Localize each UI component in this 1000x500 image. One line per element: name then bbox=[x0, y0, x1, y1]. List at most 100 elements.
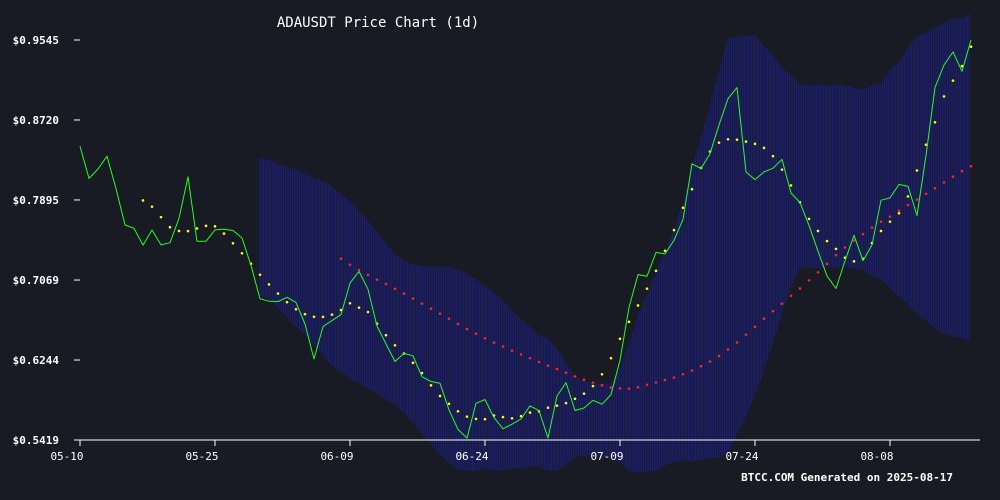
ma-long-point bbox=[843, 246, 847, 249]
ma-short-point bbox=[834, 247, 838, 251]
ma-short-point bbox=[213, 225, 217, 228]
ma-long-point bbox=[339, 257, 343, 260]
bollinger-band-layer bbox=[259, 14, 970, 473]
ma-long-point bbox=[771, 309, 775, 313]
ma-long-point bbox=[501, 345, 505, 348]
ma-long-point bbox=[762, 317, 766, 321]
ma-long-point bbox=[465, 327, 469, 331]
ma-long-point bbox=[861, 232, 865, 236]
ma-long-point bbox=[888, 215, 892, 218]
ma-short-point bbox=[222, 232, 226, 235]
ma-short-point bbox=[159, 215, 163, 219]
y-tick-label: $0.6244 bbox=[13, 354, 60, 367]
ma-long-point bbox=[942, 181, 946, 184]
ma-short-point bbox=[762, 146, 766, 150]
ma-short-point bbox=[573, 397, 577, 401]
ma-long-point bbox=[546, 364, 550, 367]
ma-short-point bbox=[168, 225, 172, 229]
ma-long-point bbox=[672, 376, 676, 379]
ma-long-point bbox=[573, 375, 577, 378]
ma-short-point bbox=[852, 260, 856, 263]
ma-short-point bbox=[735, 138, 739, 141]
price-line bbox=[79, 39, 972, 439]
ma-short-point bbox=[195, 227, 199, 230]
ma-short-point bbox=[672, 228, 676, 232]
ma-short-point bbox=[294, 307, 298, 311]
ma-short-point bbox=[456, 410, 460, 413]
ma-short-point bbox=[312, 315, 316, 319]
ma-short-point bbox=[591, 384, 595, 388]
ma-short-point bbox=[915, 169, 919, 172]
ma-long-point bbox=[366, 273, 370, 277]
ma-short-point bbox=[888, 220, 892, 223]
ma-short-point bbox=[393, 343, 397, 347]
ma-short-point bbox=[240, 251, 244, 255]
ma-short-point bbox=[150, 205, 154, 208]
x-tick-label: 07-24 bbox=[725, 450, 758, 463]
ma-short-point bbox=[582, 392, 586, 395]
ma-long-point bbox=[807, 279, 811, 282]
ma-short-point bbox=[285, 300, 289, 304]
ma-long-point bbox=[915, 198, 919, 201]
x-tick-label: 06-24 bbox=[455, 450, 488, 463]
ma-short-point bbox=[636, 304, 640, 307]
ma-short-point bbox=[348, 302, 352, 305]
ma-long-point bbox=[744, 333, 748, 336]
ma-long-point bbox=[753, 325, 757, 329]
ma-long-point bbox=[375, 278, 379, 281]
ma-short-point bbox=[825, 239, 829, 243]
ma-short-point bbox=[267, 283, 271, 286]
ma-long-point bbox=[618, 387, 622, 390]
ma-long-point bbox=[591, 381, 595, 384]
ma-short-point bbox=[726, 137, 730, 141]
ma-long-point bbox=[780, 302, 784, 305]
ma-short-point bbox=[231, 241, 235, 245]
ma-short-point bbox=[933, 121, 937, 124]
ma-short-point bbox=[528, 411, 532, 414]
ma-long-point bbox=[879, 220, 883, 223]
ma-long-point bbox=[582, 378, 586, 381]
ma-long-point bbox=[600, 383, 604, 387]
ma-short-point bbox=[789, 184, 793, 187]
ma-short-point bbox=[969, 45, 973, 48]
ma-short-point bbox=[663, 249, 667, 253]
ma-long-point bbox=[564, 371, 568, 375]
ma-short-point bbox=[564, 401, 568, 405]
ma-short-point bbox=[303, 312, 307, 316]
ma-long-point bbox=[483, 337, 487, 340]
ma-short-point bbox=[951, 79, 955, 82]
ma-long-point bbox=[798, 287, 802, 290]
ma-long-point bbox=[519, 353, 523, 356]
ma-long-point bbox=[681, 372, 685, 376]
ma-long-point bbox=[969, 164, 973, 168]
ma-long-point bbox=[933, 187, 937, 190]
ma-short-point bbox=[897, 211, 901, 215]
ma-long-point bbox=[663, 378, 667, 382]
x-tick-label: 06-09 bbox=[320, 450, 353, 463]
ma-short-point bbox=[924, 143, 928, 147]
ma-long-point bbox=[654, 381, 658, 384]
series-layer bbox=[79, 39, 973, 439]
ma-short-point bbox=[546, 406, 550, 410]
ma-short-point bbox=[447, 402, 451, 406]
ma-short-point bbox=[483, 417, 487, 421]
ma-short-point bbox=[429, 384, 433, 387]
ma-short-point bbox=[654, 269, 658, 273]
ma-short-point bbox=[879, 229, 883, 233]
ma-long-point bbox=[429, 307, 433, 310]
ma-short-point bbox=[366, 310, 370, 314]
ma-long-point bbox=[789, 294, 793, 298]
ma-short-point bbox=[411, 361, 415, 365]
ma-short-point bbox=[474, 417, 478, 421]
ma-long-point bbox=[447, 317, 451, 321]
ma-long-point bbox=[960, 169, 964, 173]
ma-short-point bbox=[204, 224, 208, 228]
ma-short-point bbox=[942, 95, 946, 98]
ma-long-point bbox=[897, 209, 901, 212]
ma-short-point bbox=[906, 195, 910, 198]
x-tick-label: 05-10 bbox=[50, 450, 83, 463]
ma-short-point bbox=[141, 199, 145, 202]
ma-short-point bbox=[645, 287, 649, 290]
ma-short-point bbox=[618, 337, 622, 341]
